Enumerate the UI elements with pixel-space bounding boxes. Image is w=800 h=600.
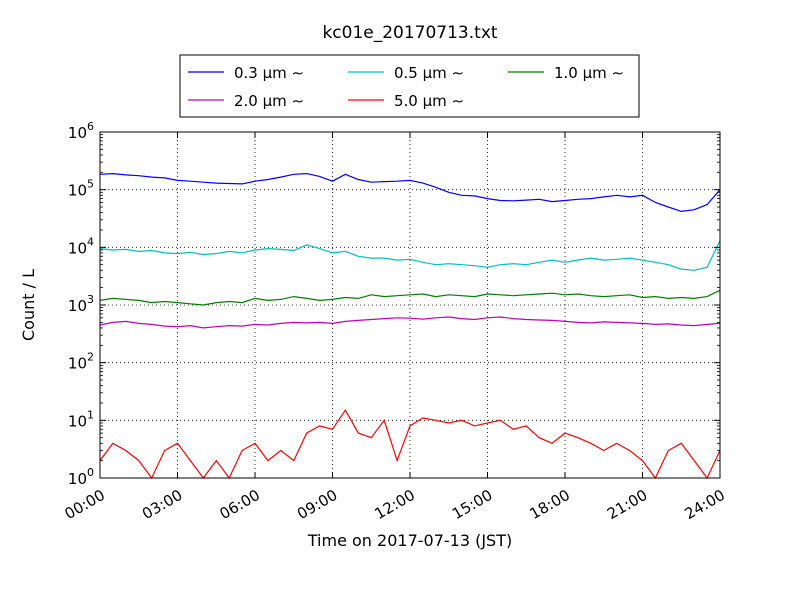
legend-label: 0.5 μm ∼ bbox=[394, 64, 464, 82]
x-tick-label: 24:00 bbox=[682, 486, 728, 523]
y-axis-label: Count / L bbox=[19, 269, 38, 341]
x-tick-label: 21:00 bbox=[604, 486, 650, 523]
y-tick-label: 101 bbox=[68, 408, 94, 430]
legend-label: 5.0 μm ∼ bbox=[394, 92, 464, 110]
legend-box bbox=[179, 54, 640, 118]
y-tick-label: 102 bbox=[68, 351, 94, 373]
legend-label: 1.0 μm ∼ bbox=[554, 64, 624, 82]
legend-label: 2.0 μm ∼ bbox=[234, 92, 304, 110]
y-tick-label: 105 bbox=[68, 178, 94, 200]
x-axis-label: Time on 2017-07-13 (JST) bbox=[307, 531, 512, 550]
series-line-3 bbox=[99, 316, 721, 329]
legend-label: 0.3 μm ∼ bbox=[234, 64, 304, 82]
x-tick-label: 18:00 bbox=[527, 486, 573, 523]
x-tick-label: 09:00 bbox=[294, 486, 340, 523]
y-tick-label: 103 bbox=[68, 293, 94, 315]
legend: 0.3 μm ∼ 0.5 μm ∼ 1.0 μm ∼ 2.0 μm ∼ 5.0 μm ∼ bbox=[179, 54, 640, 118]
x-tick-label: 03:00 bbox=[139, 486, 185, 523]
series-line-0 bbox=[99, 172, 721, 213]
series-line-1 bbox=[99, 240, 721, 271]
x-tick-label: 15:00 bbox=[449, 486, 495, 523]
y-tick-label: 104 bbox=[68, 235, 94, 257]
x-tick-label: 00:00 bbox=[62, 486, 108, 523]
y-tick-label: 106 bbox=[68, 120, 94, 142]
series-line-2 bbox=[99, 289, 721, 306]
chart-title: kc01e_20170713.txt bbox=[322, 23, 497, 43]
x-tick-label: 12:00 bbox=[372, 486, 418, 523]
x-tick-label: 06:00 bbox=[217, 486, 263, 523]
y-tick-label: 100 bbox=[68, 466, 94, 488]
axes: 00:00 03:00 06:00 09:00 12:00 15:00 18:00 21:00… bbox=[62, 120, 728, 523]
